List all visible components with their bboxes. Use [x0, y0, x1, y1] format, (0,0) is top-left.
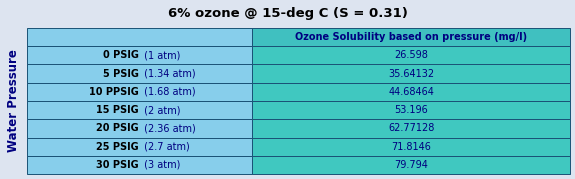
Text: 44.68464: 44.68464 [388, 87, 434, 97]
Bar [252, 137, 570, 156]
Bar [252, 119, 570, 137]
Text: 25 PSIG: 25 PSIG [96, 142, 139, 152]
Bar [252, 64, 570, 83]
Bar [252, 101, 570, 119]
Bar [27, 83, 252, 101]
Text: (2.36 atm): (2.36 atm) [141, 123, 196, 133]
Bar [252, 156, 570, 174]
Text: 30 PSIG: 30 PSIG [96, 160, 139, 170]
Text: 62.77128: 62.77128 [388, 123, 434, 133]
Text: (2.7 atm): (2.7 atm) [141, 142, 189, 152]
Text: 53.196: 53.196 [394, 105, 428, 115]
Text: 20 PSIG: 20 PSIG [96, 123, 139, 133]
Text: 15 PSIG: 15 PSIG [96, 105, 139, 115]
Text: (1.34 atm): (1.34 atm) [141, 69, 196, 79]
Text: 79.794: 79.794 [394, 160, 428, 170]
Text: (2 atm): (2 atm) [141, 105, 180, 115]
Bar [27, 46, 252, 64]
Bar [27, 137, 252, 156]
Text: 0 PSIG: 0 PSIG [103, 50, 139, 60]
Text: 5 PSIG: 5 PSIG [103, 69, 139, 79]
Text: (1.68 atm): (1.68 atm) [141, 87, 196, 97]
Bar [27, 64, 252, 83]
Bar [27, 28, 252, 46]
Bar [252, 46, 570, 64]
Bar [252, 83, 570, 101]
Text: Ozone Solubility based on pressure (mg/l): Ozone Solubility based on pressure (mg/l… [295, 32, 527, 42]
Text: (3 atm): (3 atm) [141, 160, 180, 170]
Text: 26.598: 26.598 [394, 50, 428, 60]
Text: Water Pressure: Water Pressure [7, 50, 20, 153]
Text: (1 atm): (1 atm) [141, 50, 180, 60]
Text: 71.8146: 71.8146 [391, 142, 431, 152]
Bar [27, 101, 252, 119]
Bar [27, 156, 252, 174]
Bar [27, 119, 252, 137]
Text: 35.64132: 35.64132 [388, 69, 434, 79]
Bar [252, 28, 570, 46]
Text: 6% ozone @ 15-deg C (S = 0.31): 6% ozone @ 15-deg C (S = 0.31) [167, 8, 408, 21]
Text: 10 PPSIG: 10 PPSIG [89, 87, 139, 97]
